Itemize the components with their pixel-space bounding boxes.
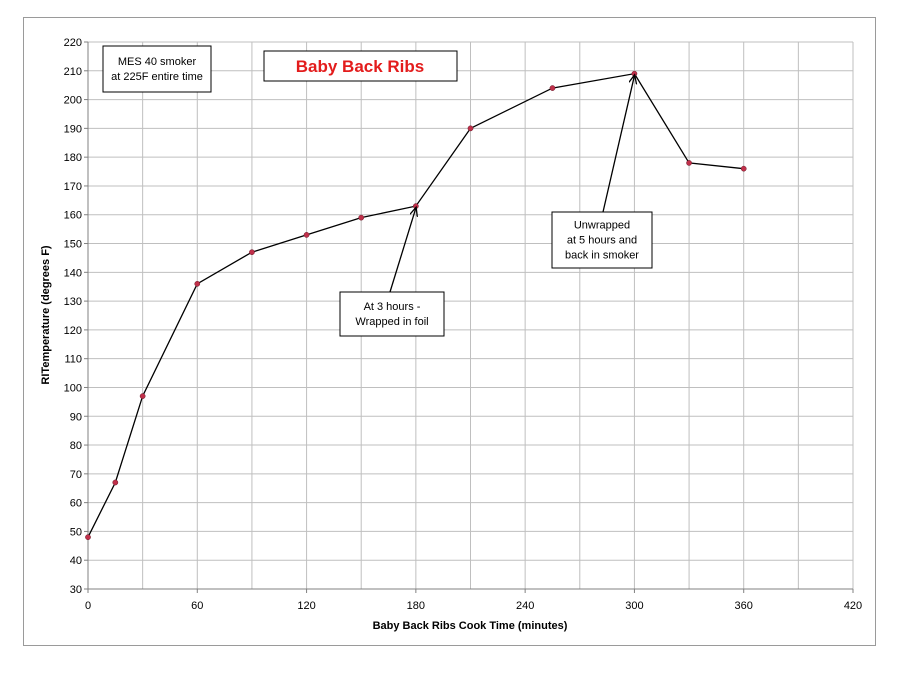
y-tick-label: 210 [64,66,82,78]
annotation-arrow [602,76,634,213]
x-tick-label: 420 [844,600,862,612]
tick-labels: 30 40 50 60 70 80 90 100 110 120 130 140 150 160 170 18… [64,37,863,612]
x-axis-title: Baby Back Ribs Cook Time (minutes) [373,620,568,632]
annotation-text: At 3 hours - [364,301,421,313]
y-tick-label: 180 [64,152,82,164]
data-point [740,165,747,172]
y-tick-label: 130 [64,296,82,308]
data-point [467,125,474,132]
y-axis-title: RITemperature (degrees F) [40,245,52,385]
y-tick-label: 60 [70,498,82,510]
y-tick-label: 100 [64,382,82,394]
data-point [249,249,255,256]
y-tick-label: 30 [70,584,82,596]
annotation-box [551,211,653,269]
annotation-box [102,45,212,93]
data-point [358,214,365,221]
annotation-text: at 5 hours and [567,235,637,247]
chart-title-box [263,50,458,82]
x-tick-label: 0 [85,600,91,612]
y-tick-label: 110 [64,354,82,366]
annotation-text: Wrapped in foil [355,316,428,328]
data-point [139,393,146,399]
grid-layer [88,41,854,590]
y-tick-label: 220 [64,37,82,49]
y-tick-label: 50 [70,526,82,538]
x-tick-label: 300 [625,600,643,612]
y-tick-label: 150 [64,239,82,251]
y-tick-label: 190 [64,123,82,135]
y-tick-label: 200 [64,95,82,107]
annotation-text: at 225F entire time [111,71,203,83]
data-point [413,203,419,209]
y-tick-label: 120 [64,325,82,337]
x-tick-label: 360 [735,600,753,612]
y-tick-label: 140 [64,267,82,279]
data-point [303,232,310,238]
annotation-text: MES 40 smoker [118,56,197,68]
data-point [631,70,638,77]
x-tick-label: 120 [297,600,315,612]
x-tick-label: 60 [191,600,203,612]
data-point [686,160,692,166]
annotation-text: back in smoker [565,250,639,262]
y-tick-label: 70 [70,469,82,481]
data-point [85,534,91,541]
annotation-text: Unwrapped [574,220,630,232]
y-tick-label: 90 [70,411,82,423]
data-point [549,85,556,91]
chart-frame [23,17,876,646]
y-tick-label: 40 [70,555,82,567]
y-tick-label: 170 [64,181,82,193]
x-tick-label: 180 [407,600,425,612]
chart-title: Baby Back Ribs [296,57,425,76]
annotation-box [339,291,445,337]
axes-layer [84,41,854,593]
y-tick-label: 80 [70,440,82,452]
x-tick-label: 240 [516,600,534,612]
title-layer: Baby Back Ribs [263,50,458,82]
annotation-arrow [389,208,416,293]
data-point [112,479,119,486]
y-tick-label: 160 [64,210,82,222]
data-point [194,280,201,287]
annotation-layer: MES 40 smoker at 225F entire time At 3 hou… [102,45,653,337]
